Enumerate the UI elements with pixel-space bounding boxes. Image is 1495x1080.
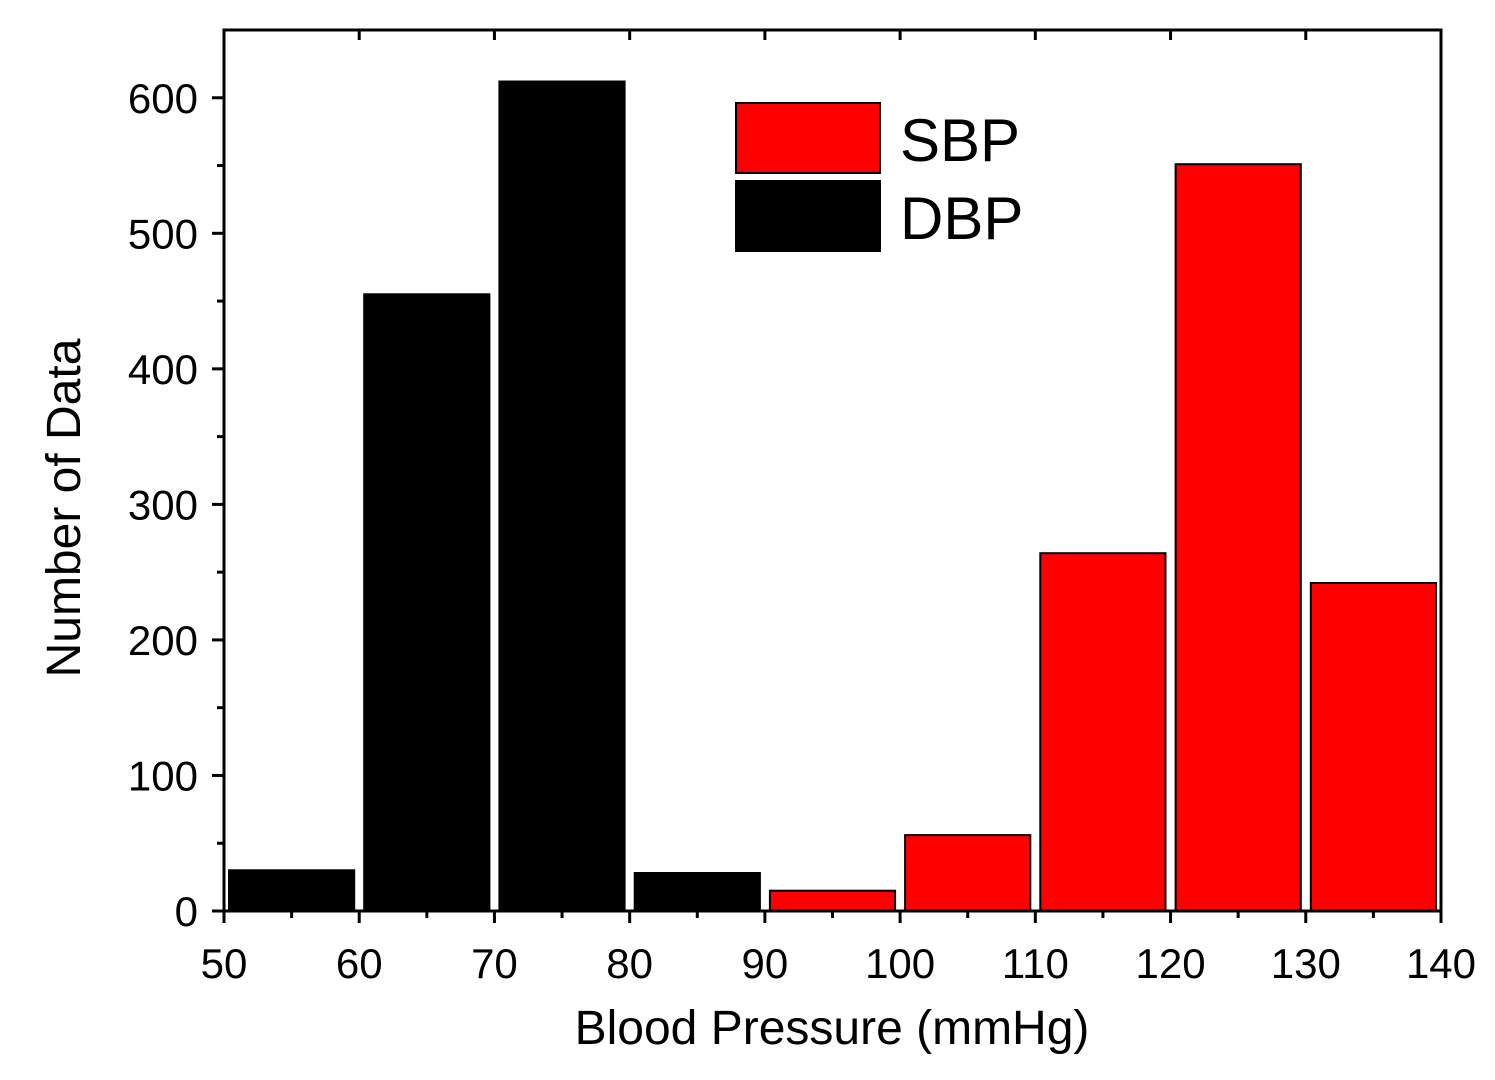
y-tick-label: 400 (128, 346, 198, 393)
x-tick-label: 70 (471, 940, 518, 987)
tick-labels-layer: 50 60 70 80 90 100 110 120 130 140 0 100 200 300 400 50… (128, 75, 1476, 987)
bar-dbp-60-70 (363, 293, 491, 912)
ticks-layer (212, 30, 1443, 923)
legend: SBP DBP (735, 102, 1023, 252)
x-tick-label: 140 (1406, 940, 1476, 987)
bars-layer (228, 80, 1438, 913)
y-tick-label: 0 (175, 888, 198, 935)
bar-sbp-100-110 (904, 834, 1032, 912)
bar-sbp-120-130 (1174, 163, 1302, 912)
legend-label-dbp: DBP (900, 185, 1023, 252)
x-tick-label: 90 (742, 940, 789, 987)
x-tick-label: 120 (1136, 940, 1206, 987)
legend-swatch-sbp (735, 102, 881, 174)
y-tick-label: 600 (128, 75, 198, 122)
x-tick-label: 60 (336, 940, 383, 987)
y-tick-label: 200 (128, 617, 198, 664)
x-tick-label: 50 (201, 940, 248, 987)
x-tick-label: 80 (606, 940, 653, 987)
bar-dbp-50-60 (228, 869, 356, 912)
y-tick-label: 500 (128, 210, 198, 257)
bar-sbp-90-100 (768, 889, 897, 913)
y-axis-title: Number of Data (38, 338, 91, 677)
legend-label-sbp: SBP (900, 107, 1020, 174)
x-tick-label: 100 (865, 940, 935, 987)
bar-dbp-80-90 (633, 872, 761, 912)
x-axis-title: Blood Pressure (mmHg) (575, 1002, 1090, 1055)
bar-sbp-130-140 (1309, 582, 1438, 912)
y-tick-label: 100 (128, 752, 198, 799)
bar-dbp-70-80 (498, 80, 626, 912)
legend-swatch-dbp (735, 180, 881, 252)
x-tick-label: 110 (1002, 940, 1069, 987)
x-tick-label: 130 (1271, 940, 1341, 987)
bar-sbp-110-120 (1039, 552, 1167, 912)
y-tick-label: 300 (128, 481, 198, 528)
